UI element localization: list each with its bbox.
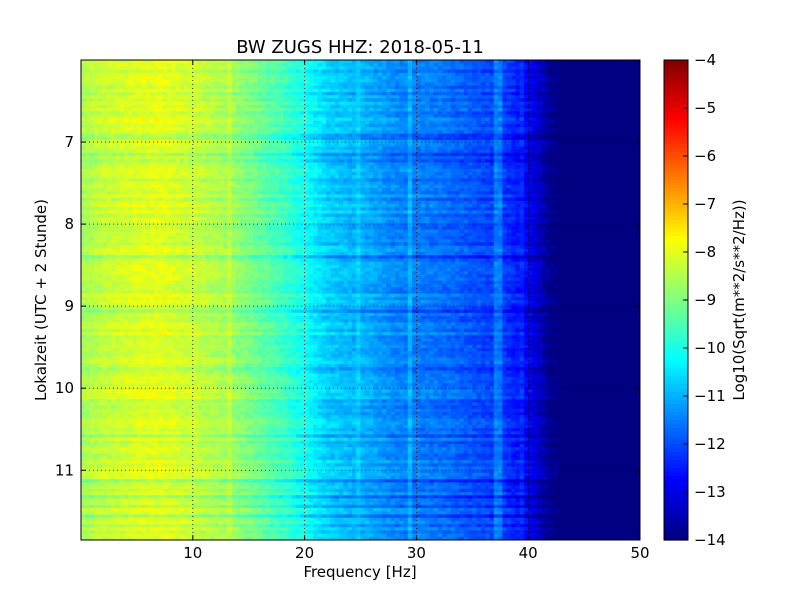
chart-title: BW ZUGS HHZ: 2018-05-11: [236, 37, 484, 58]
heatmap-area: [81, 60, 641, 541]
